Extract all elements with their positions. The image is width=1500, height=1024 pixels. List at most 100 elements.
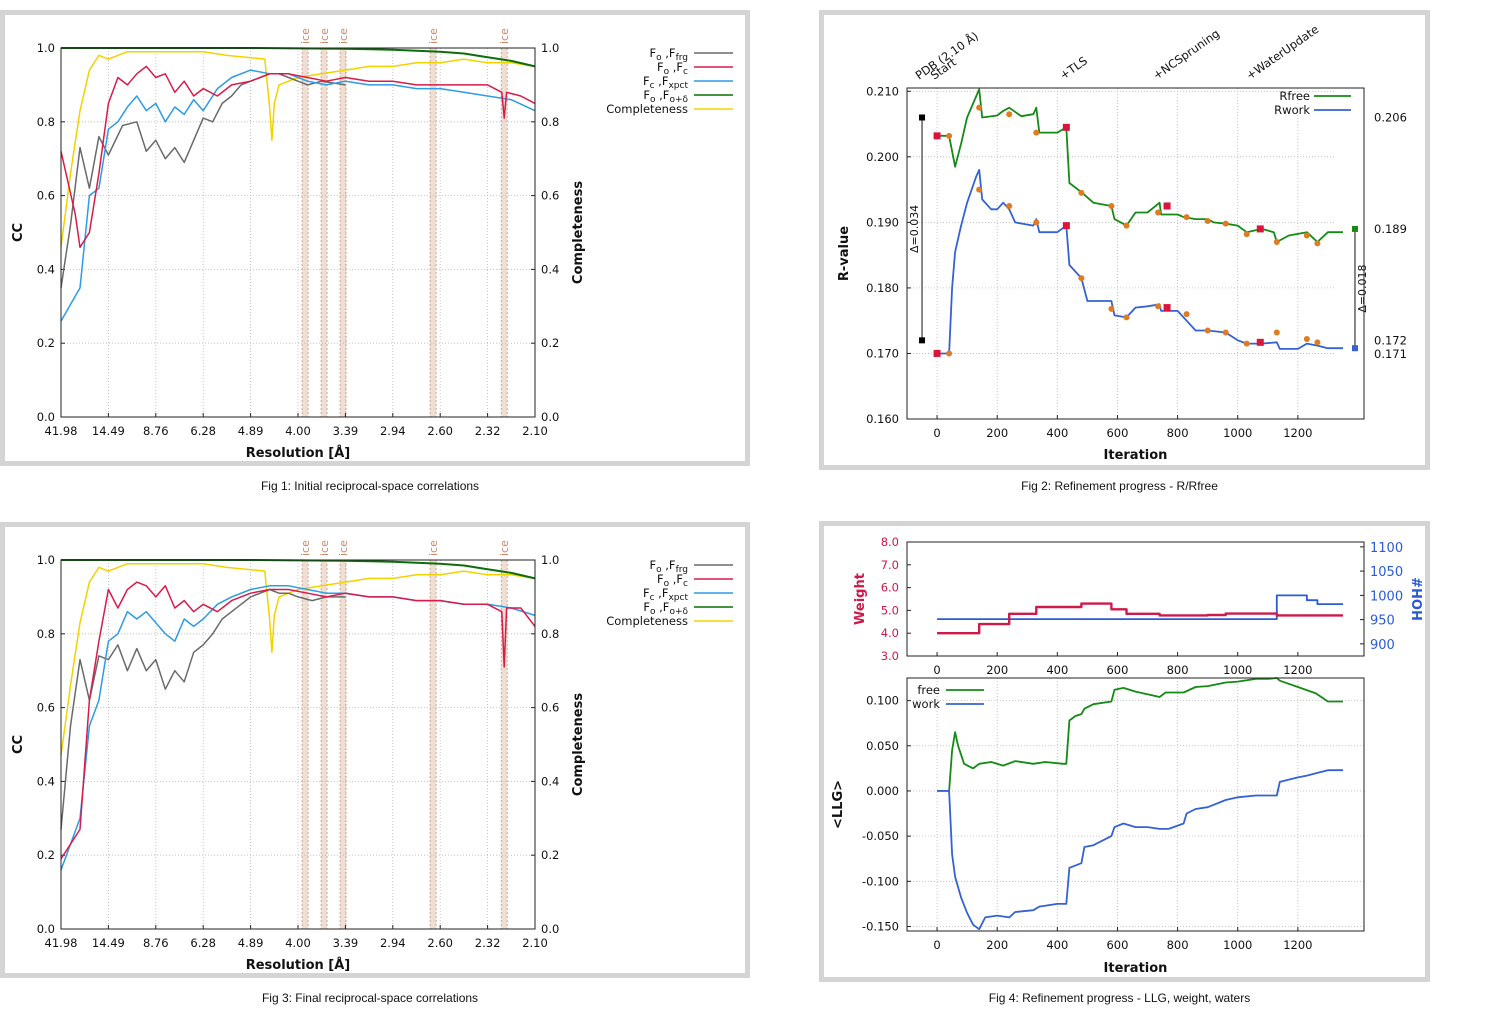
fig3-ice-band	[340, 560, 347, 929]
fig4-top-x-tick-label: 0	[933, 663, 940, 677]
fig2-marker-orange	[1273, 329, 1280, 336]
fig2-y-tick-label: 0.180	[866, 281, 899, 295]
fig2-legend-label: Rwork	[1274, 103, 1310, 117]
fig2-y-axis-label: R-value	[837, 226, 852, 281]
fig1-ice-label: ice	[498, 28, 511, 44]
fig2-marker-orange	[976, 186, 983, 193]
fig2-final-value-label: 0.206	[1374, 110, 1407, 124]
fig2-marker-red	[1062, 222, 1070, 230]
fig2-x-tick-label: 600	[1106, 426, 1128, 440]
fig4-series-free	[937, 677, 1343, 792]
fig1-y2-tick-label: 0.6	[541, 189, 559, 203]
fig2-marker-orange	[1204, 218, 1211, 225]
fig3-legend-label: Fc ,Fxpct	[643, 586, 689, 603]
fig3-series-fofc	[60, 581, 536, 860]
fig3-y-tick-label: 0.4	[37, 774, 55, 788]
fig2-x-tick-label: 800	[1167, 426, 1189, 440]
fig4-top-x-tick-label: 1000	[1223, 663, 1252, 677]
fig4-weight-tick-label: 8.0	[881, 535, 899, 549]
fig2-marker-orange	[946, 132, 953, 139]
fig2-delta-label-start: Δ=0.034	[908, 205, 921, 253]
fig1-y-tick-label: 1.0	[37, 41, 55, 55]
fig3-y-tick-label: 0.0	[37, 922, 55, 936]
fig4-weight-tick-label: 7.0	[881, 558, 899, 572]
fig3-ice-label: ice	[427, 540, 440, 556]
fig4-y-tick-label: -0.150	[862, 919, 899, 933]
fig2-marker-orange	[1243, 340, 1250, 347]
fig1-ice-band	[321, 48, 328, 417]
fig3-x-tick-label: 2.32	[475, 936, 501, 950]
fig3-x-tick-label: 2.60	[427, 936, 453, 950]
fig1-x-tick-label: 14.49	[92, 424, 125, 438]
fig4-panel: 0 200 400 600 800 1000 1200 3.0 4.0 5.0 6.0 7.0 8.0 9…	[819, 521, 1430, 982]
fig1-series-fcfxpct	[60, 69, 536, 322]
fig3-y2-tick-label: 0.2	[541, 848, 559, 862]
fig1-x-tick-label: 6.28	[190, 424, 216, 438]
fig2-marker-pdb-rfree	[919, 114, 926, 121]
fig1-x-tick-label: 2.32	[475, 424, 501, 438]
fig1-ice-band	[501, 48, 508, 417]
fig1-ice-band	[302, 48, 309, 417]
fig1-y-axis-label: CC	[11, 223, 26, 242]
fig1-y2-tick-label: 1.0	[541, 41, 559, 55]
fig2-marker-orange	[946, 350, 953, 357]
fig4-x-axis-label: Iteration	[1104, 961, 1168, 976]
fig2-marker-orange	[1006, 202, 1013, 209]
fig2-marker-orange	[1108, 202, 1115, 209]
fig4-legend-label: work	[912, 697, 940, 711]
fig1-y2-tick-label: 0.0	[541, 410, 559, 424]
fig2-marker-final-rwork	[1351, 345, 1358, 352]
fig2-y-tick-label: 0.190	[866, 215, 899, 229]
fig2-marker-orange	[1243, 231, 1250, 238]
fig4-y-tick-label: 0.100	[866, 694, 899, 708]
fig4-y-tick-label: 0.000	[866, 784, 899, 798]
fig2-marker-orange	[1314, 339, 1321, 346]
fig1-y-tick-label: 0.4	[37, 262, 55, 276]
fig3-ice-band	[302, 560, 309, 929]
fig3-ice-label: ice	[299, 540, 312, 556]
fig2-marker-orange	[1155, 209, 1162, 216]
fig3-ice-label: ice	[498, 540, 511, 556]
fig1-caption: Fig 1: Initial reciprocal-space correlat…	[260, 479, 480, 493]
fig3-series-completeness	[60, 562, 536, 756]
fig2-stage-label: +NCSpruning	[1150, 26, 1222, 82]
fig2-final-value-label: 0.189	[1374, 222, 1407, 236]
fig2-stage-label: +WaterUpdate	[1243, 22, 1321, 82]
fig3-y2-tick-label: 0.4	[541, 774, 559, 788]
fig3-y-tick-label: 1.0	[37, 553, 55, 567]
fig1-ice-label: ice	[337, 28, 350, 44]
fig1-legend-entry: Fo ,Ffrg	[649, 46, 733, 63]
fig1-legend-label: Fo ,Ffrg	[649, 46, 688, 63]
fig2-marker-orange	[1314, 240, 1321, 247]
fig1-x-axis-label: Resolution [Å]	[246, 445, 351, 461]
fig4-x-tick-label: 0	[933, 938, 940, 952]
fig1-ice-label: ice	[318, 28, 331, 44]
fig2-marker-orange	[1303, 232, 1310, 239]
fig1-x-tick-label: 41.98	[45, 424, 78, 438]
fig3-y2-tick-label: 0.0	[541, 922, 559, 936]
fig3-legend-label: Fo ,Ffrg	[649, 558, 688, 575]
fig2-x-tick-label: 0	[933, 426, 940, 440]
fig3-legend-entry: Fc ,Fxpct	[643, 586, 733, 603]
fig2-marker-orange	[1108, 305, 1115, 312]
fig2-x-tick-label: 1000	[1223, 426, 1252, 440]
fig2-delta-label-final: Δ=0.018	[1356, 264, 1369, 312]
fig3-legend-entry: Fo ,Fo+δ	[643, 600, 733, 617]
fig4-x-tick-label: 600	[1106, 938, 1128, 952]
fig2-marker-red	[1163, 202, 1171, 210]
fig2-marker-pdb-rwork	[919, 337, 926, 344]
fig1-ice-label: ice	[299, 28, 312, 44]
fig1-series-fofc	[60, 65, 536, 249]
fig1-y2-tick-label: 0.8	[541, 115, 559, 129]
fig3-legend-entry: Fo ,Ffrg	[649, 558, 733, 575]
fig3-x-tick-label: 2.10	[522, 936, 548, 950]
fig4-hoh-tick-label: 950	[1370, 614, 1395, 629]
fig2-marker-red	[1256, 338, 1264, 346]
fig1-legend-entry: Completeness	[606, 102, 733, 116]
fig1-x-tick-label: 4.00	[285, 424, 311, 438]
fig3-x-tick-label: 41.98	[45, 936, 78, 950]
fig1-legend-label: Fo ,Fo+δ	[643, 88, 688, 105]
fig4-x-tick-label: 1200	[1283, 938, 1312, 952]
fig2-marker-orange	[976, 104, 983, 111]
